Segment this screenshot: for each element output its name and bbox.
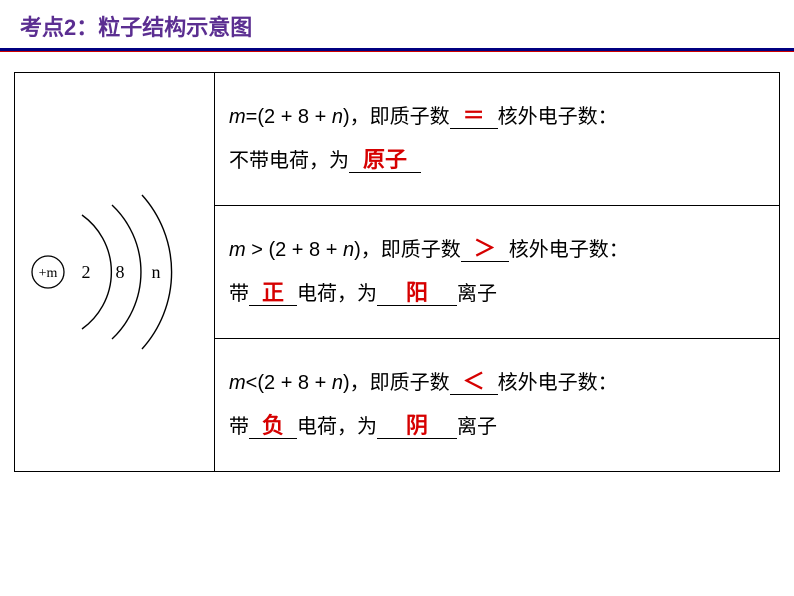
row2-line2: 带正电荷，为 阳 离子 <box>229 272 765 316</box>
line2-prefix: 不带电荷，为 <box>229 150 349 172</box>
blank-particle: 原子 <box>349 148 421 173</box>
after-paren: )，即质子数 <box>343 106 450 128</box>
blank-ion: 阳 <box>377 281 457 306</box>
content-table-wrap: +m 2 8 n m=(2 + 8 + n)，即质子数＝核外电子数： 不带电荷，… <box>0 52 794 482</box>
var-m: m <box>229 372 246 394</box>
var-n: n <box>332 106 343 128</box>
after-paren: )，即质子数 <box>354 239 461 261</box>
row3-line1: m<(2 + 8 + n)，即质子数 ＜ 核外电子数： <box>229 361 765 405</box>
line1-suffix: 核外电子数： <box>498 372 618 394</box>
paren-open: (2 + 8 + <box>268 239 343 261</box>
shell-label-3: n <box>151 262 160 282</box>
op: > <box>246 239 269 261</box>
header-divider <box>0 48 794 52</box>
answer-positive: 正 <box>262 280 284 305</box>
case-row-greater: m > (2 + 8 + n)，即质子数 ＞ 核外电子数： 带正电荷，为 阳 离子 <box>215 206 779 339</box>
nucleus-label: +m <box>38 266 57 281</box>
blank-relation: ＜ <box>450 370 498 395</box>
answer-equal: ＝ <box>463 103 485 128</box>
line2-suffix: 离子 <box>457 416 497 438</box>
after-paren: )，即质子数 <box>343 372 450 394</box>
line1-suffix: 核外电子数： <box>498 106 618 128</box>
case-row-less: m<(2 + 8 + n)，即质子数 ＜ 核外电子数： 带负电荷，为 阴 离子 <box>215 339 779 471</box>
shell-label-2: 8 <box>115 262 124 282</box>
line2-mid: 电荷，为 <box>297 283 377 305</box>
blank-relation: ＝ <box>450 104 498 129</box>
answer-less: ＜ <box>463 369 485 394</box>
answer-cation: 阳 <box>406 280 428 305</box>
structure-table: +m 2 8 n m=(2 + 8 + n)，即质子数＝核外电子数： 不带电荷，… <box>14 72 780 472</box>
answer-anion: 阴 <box>406 413 428 438</box>
blank-ion: 阴 <box>377 414 457 439</box>
case-row-equal: m=(2 + 8 + n)，即质子数 ＝ 核外电子数： 不带电荷，为原子 <box>215 73 779 206</box>
var-n: n <box>343 239 354 261</box>
row2-line1: m > (2 + 8 + n)，即质子数 ＞ 核外电子数： <box>229 228 765 272</box>
var-n: n <box>332 372 343 394</box>
line2-mid: 电荷，为 <box>297 416 377 438</box>
divider-thin <box>0 51 794 52</box>
blank-relation: ＞ <box>461 237 509 262</box>
line2-prefix: 带 <box>229 416 249 438</box>
blank-charge: 负 <box>249 414 297 439</box>
line2-prefix: 带 <box>229 283 249 305</box>
shell-label-1: 2 <box>81 262 90 282</box>
op: < <box>246 372 258 394</box>
diagram-cell: +m 2 8 n <box>15 73 215 472</box>
atom-diagram: +m 2 8 n <box>20 187 210 357</box>
line1-suffix: 核外电子数： <box>509 239 629 261</box>
paren-open: (2 + 8 + <box>257 106 332 128</box>
blank-charge: 正 <box>249 281 297 306</box>
op: = <box>246 106 258 128</box>
row1-line2: 不带电荷，为原子 <box>229 139 765 183</box>
line2-suffix: 离子 <box>457 283 497 305</box>
paren-open: (2 + 8 + <box>257 372 332 394</box>
answer-greater: ＞ <box>474 236 496 261</box>
page-title: 考点2：粒子结构示意图 <box>20 10 774 42</box>
var-m: m <box>229 239 246 261</box>
row1-line1: m=(2 + 8 + n)，即质子数 ＝ 核外电子数： <box>229 95 765 139</box>
page-header: 考点2：粒子结构示意图 <box>0 0 794 48</box>
answer-negative: 负 <box>262 413 284 438</box>
var-m: m <box>229 106 246 128</box>
answer-atom: 原子 <box>363 147 407 172</box>
content-cell: m=(2 + 8 + n)，即质子数＝核外电子数： 不带电荷，为原子 m > (… <box>215 73 780 472</box>
row3-line2: 带负电荷，为 阴 离子 <box>229 405 765 449</box>
